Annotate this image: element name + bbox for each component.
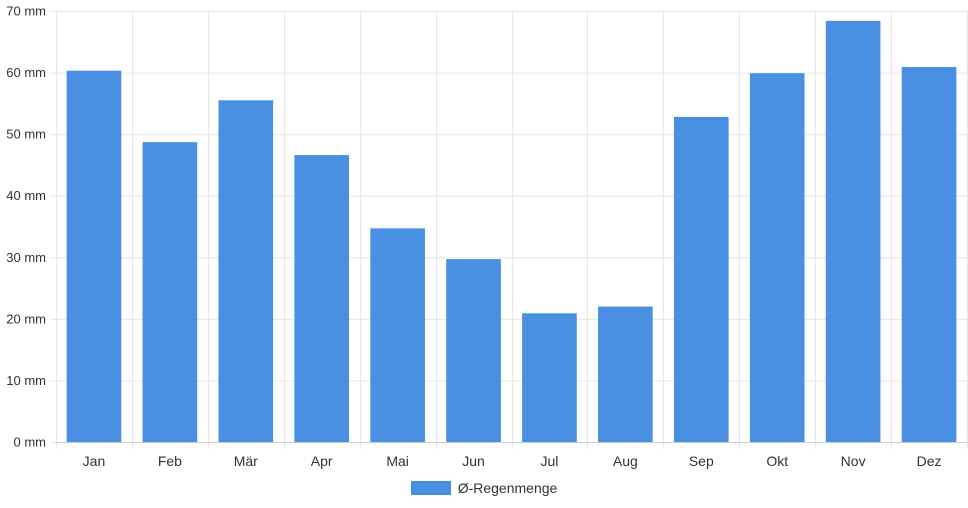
y-tick-label: 60 mm	[6, 65, 46, 80]
y-tick-label: 70 mm	[6, 4, 46, 19]
chart-plot: 0 mm 10 mm 20 mm 30 mm 40 mm 50 mm 60 mm 70 mm J…	[6, 4, 968, 469]
y-tick-label: 30 mm	[6, 250, 46, 265]
x-tick-label: Nov	[841, 453, 866, 469]
bar-jun	[446, 259, 501, 442]
y-tick-label: 10 mm	[6, 373, 46, 388]
x-tick-label: Aug	[613, 453, 638, 469]
y-tick-label: 50 mm	[6, 127, 46, 142]
bar-sep	[673, 116, 729, 442]
y-tick-label: 20 mm	[6, 311, 46, 326]
x-tick-label: Jun	[462, 453, 485, 469]
legend-label: Ø-Regenmenge	[457, 480, 558, 496]
bar-nov	[825, 20, 881, 442]
x-tick-label: Feb	[158, 453, 182, 469]
y-tick-label: 40 mm	[6, 188, 46, 203]
x-tick-label: Apr	[311, 453, 333, 469]
bar-mär	[218, 100, 274, 443]
x-tick-label: Jul	[541, 453, 559, 469]
chart-legend[interactable]: Ø-Regenmenge	[0, 480, 968, 496]
bar-feb	[142, 142, 198, 442]
y-tick-label: 0 mm	[14, 435, 47, 450]
x-tick-label: Okt	[766, 453, 788, 469]
bar-jan	[66, 70, 122, 442]
x-tick-label: Sep	[689, 453, 714, 469]
x-tick-label: Mär	[234, 453, 258, 469]
bar-jul	[522, 313, 577, 442]
bar-okt	[749, 73, 805, 443]
x-tick-label: Dez	[917, 453, 942, 469]
legend-swatch	[410, 481, 451, 495]
x-tick-label: Jan	[83, 453, 106, 469]
bar-mai	[370, 228, 425, 442]
x-tick-label: Mai	[386, 453, 409, 469]
bar-apr	[294, 155, 350, 442]
bar-dez	[901, 67, 957, 442]
bar-aug	[598, 306, 653, 442]
